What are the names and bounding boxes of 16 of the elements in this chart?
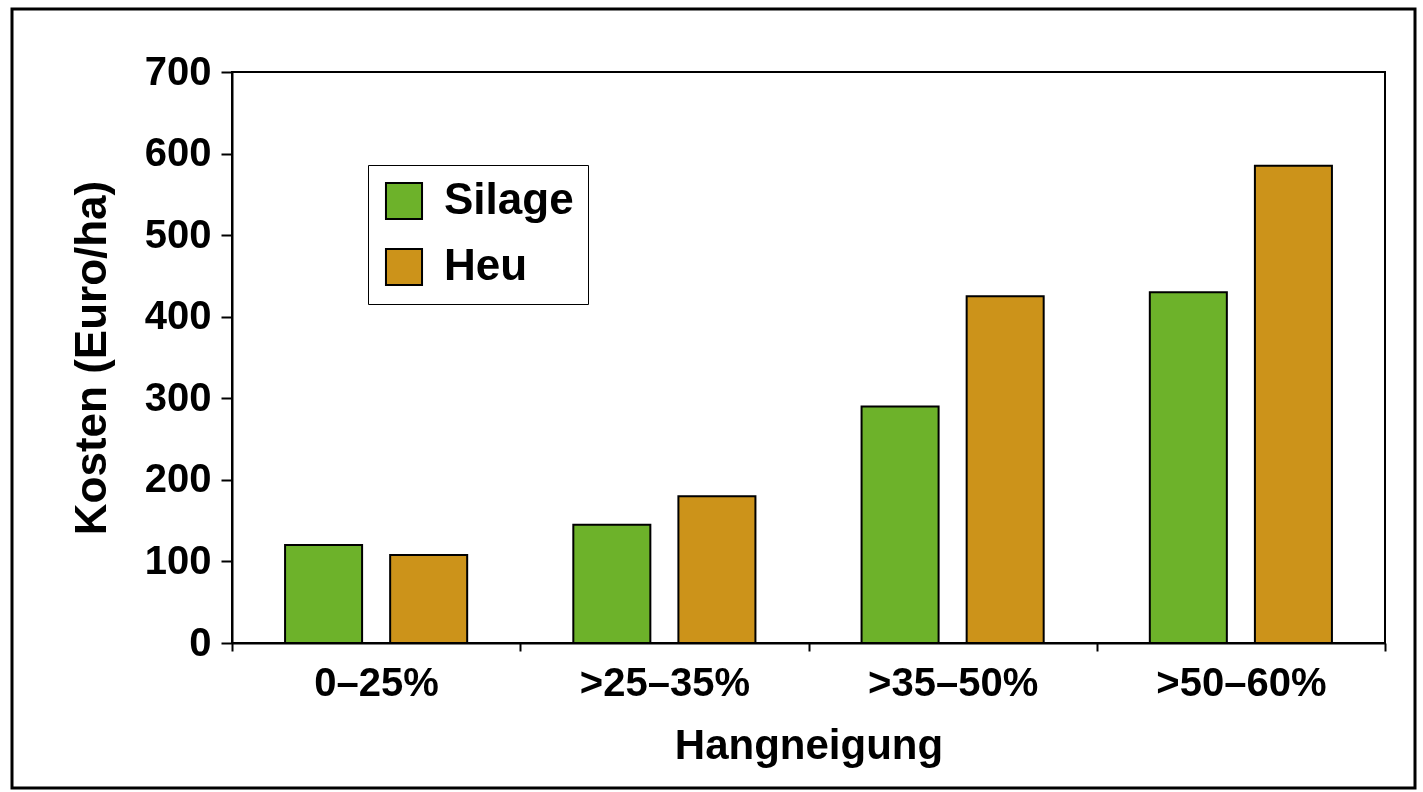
legend-label: Silage <box>444 174 574 223</box>
y-tick-label: 0 <box>189 619 212 664</box>
y-tick-label: 700 <box>144 48 212 93</box>
x-tick-label: >35–50% <box>868 659 1039 704</box>
y-tick-label: 100 <box>144 537 212 582</box>
x-tick-label: 0–25% <box>314 659 439 704</box>
x-tick-label: >25–35% <box>579 659 750 704</box>
y-tick-label: 300 <box>144 374 212 419</box>
y-tick-label: 400 <box>144 293 212 338</box>
y-tick-label: 600 <box>144 130 212 175</box>
y-tick-label: 200 <box>144 456 212 501</box>
y-axis-title: Kosten (Euro/ha) <box>65 180 115 536</box>
x-axis-title: Hangneigung <box>674 720 944 768</box>
y-tick-label: 500 <box>144 211 212 256</box>
legend-label: Heu <box>444 240 528 289</box>
x-tick-label: >50–60% <box>1156 659 1327 704</box>
